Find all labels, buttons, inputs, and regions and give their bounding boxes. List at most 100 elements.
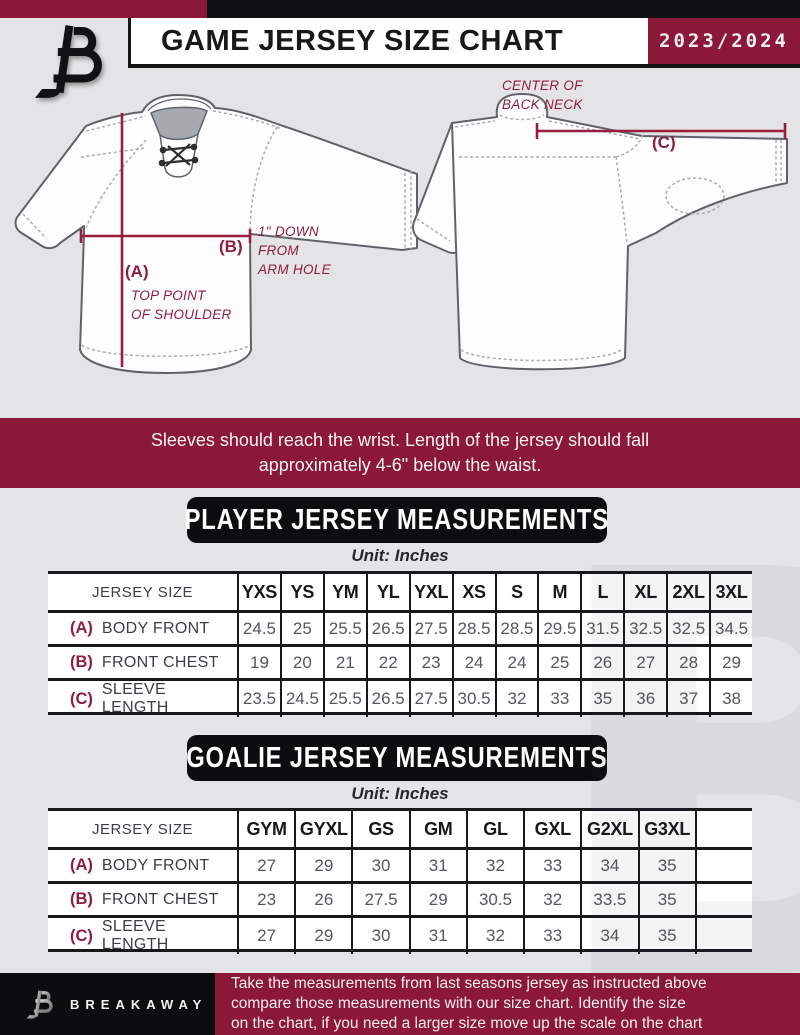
size-value-cell: 26	[294, 884, 351, 915]
front-jersey-laces	[158, 143, 199, 167]
goalie-unit-label: Unit: Inches	[351, 784, 449, 803]
size-column-header: XL	[623, 574, 666, 610]
size-value-cell: 33.5	[580, 884, 637, 915]
row-key: (A)	[70, 619, 93, 637]
size-header-label: JERSEY SIZE	[91, 820, 194, 838]
size-value-cell: 29	[294, 850, 351, 881]
size-column-header: XS	[451, 574, 495, 610]
empty-cell	[694, 811, 752, 847]
row-key: (C)	[70, 926, 93, 945]
size-value-cell: 34	[580, 918, 637, 954]
size-value-cell: 32.5	[623, 613, 666, 644]
size-value-cell: 29.5	[537, 613, 580, 644]
back-jersey-diagram	[412, 93, 788, 371]
size-value-cell: 28.5	[494, 613, 538, 644]
footer-brand-name: BREAKAWAY	[70, 996, 208, 1012]
size-value-cell: 29	[709, 647, 752, 678]
size-value-cell: 32	[465, 850, 523, 881]
size-column-header: YXS	[237, 574, 280, 610]
size-value-cell: 27	[237, 850, 294, 881]
size-value-cell: 19	[237, 647, 280, 678]
size-column-header: YXL	[408, 574, 452, 610]
size-value-cell: 31.5	[580, 613, 623, 644]
row-label: SLEEVE LENGTH	[101, 681, 169, 716]
size-value-cell: 26.5	[365, 681, 409, 717]
row-key: (A)	[70, 856, 93, 874]
size-value-cell: 28	[666, 647, 709, 678]
front-jersey-stitching	[22, 110, 412, 357]
label-b: (B)	[219, 237, 243, 256]
size-value-cell: 32	[523, 884, 580, 915]
size-value-cell: 30.5	[451, 681, 495, 717]
size-value-cell: 23	[237, 884, 294, 915]
size-value-cell: 26.5	[365, 613, 409, 644]
caption-c: CENTER OF BACK NECK	[502, 78, 583, 112]
size-value-cell: 21	[322, 647, 366, 678]
size-value-cell: 31	[408, 918, 466, 954]
back-jersey-stitching	[416, 114, 782, 362]
size-value-cell: 35	[637, 918, 695, 954]
footer-line: compare those measurements with our size…	[231, 995, 686, 1012]
size-value-cell: 28.5	[451, 613, 495, 644]
size-value-cell: 24.5	[237, 613, 280, 644]
size-value-cell: 23.5	[237, 681, 280, 717]
size-column-header: G3XL	[637, 811, 695, 847]
player-unit-label: Unit: Inches	[351, 546, 449, 565]
player-size-table: JERSEY SIZE YXS YS YM YL YXL XS S M L XL…	[48, 571, 752, 717]
size-value-cell: 27	[623, 647, 666, 678]
player-section-title: PLAYER JERSEY MEASUREMENTS	[184, 503, 610, 536]
front-jersey-diagram	[14, 94, 418, 374]
size-value-cell: 34.5	[709, 613, 752, 644]
table-row-front-chest: (B) FRONT CHEST 23 26 27.5 29 30.5 32 33.…	[48, 881, 752, 915]
footer-brand-block: BREAKAWAY	[0, 973, 215, 1035]
table-row-sleeve-length: (C) SLEEVE LENGTH 27 29 30 31 32 33 34 35	[48, 915, 752, 954]
size-value-cell: 32.5	[666, 613, 709, 644]
size-value-cell: 29	[408, 884, 466, 915]
top-strip-black	[207, 0, 800, 18]
size-header-label: JERSEY SIZE	[91, 583, 194, 601]
empty-cell	[694, 918, 752, 954]
row-label: FRONT CHEST	[101, 653, 219, 671]
table-row-body-front: (A) BODY FRONT 24.5 25 25.5 26.5 27.5 28.…	[48, 610, 752, 644]
size-column-header: GM	[408, 811, 466, 847]
size-value-cell: 23	[408, 647, 452, 678]
table-row-front-chest: (B) FRONT CHEST 19 20 21 22 23 24 24 25 2…	[48, 644, 752, 678]
measurement-lines	[79, 113, 787, 367]
breakaway-logo-icon	[35, 25, 102, 98]
row-label: FRONT CHEST	[101, 890, 219, 908]
empty-cell	[694, 884, 752, 915]
row-key: (B)	[70, 653, 93, 671]
label-a: (A)	[125, 262, 149, 281]
size-value-cell: 30.5	[465, 884, 523, 915]
goalie-size-table: JERSEY SIZE GYM GYXL GS GM GL GXL G2XL G…	[48, 808, 752, 954]
size-column-header: M	[537, 574, 580, 610]
row-key: (B)	[70, 890, 93, 908]
size-value-cell: 20	[279, 647, 323, 678]
size-value-cell: 27.5	[408, 613, 452, 644]
row-label: BODY FRONT	[101, 856, 210, 874]
size-column-header: GL	[465, 811, 523, 847]
size-column-header: GS	[351, 811, 408, 847]
size-column-header: G2XL	[580, 811, 637, 847]
notice-line: Sleeves should reach the wrist. Length o…	[150, 430, 650, 450]
size-value-cell: 38	[709, 681, 752, 717]
table-header-row: JERSEY SIZE YXS YS YM YL YXL XS S M L XL…	[48, 571, 752, 610]
size-column-header: YL	[365, 574, 409, 610]
size-value-cell: 27	[237, 918, 294, 954]
goalie-section-banner: GOALIE JERSEY MEASUREMENTS	[186, 735, 608, 781]
size-value-cell: 35	[637, 884, 695, 915]
empty-cell	[694, 850, 752, 881]
size-value-cell: 36	[623, 681, 666, 717]
size-value-cell: 35	[637, 850, 695, 881]
size-value-cell: 24.5	[279, 681, 323, 717]
size-column-header: 2XL	[666, 574, 709, 610]
goalie-section-title: GOALIE JERSEY MEASUREMENTS	[186, 741, 608, 774]
notice-line: approximately 4-6" below the waist.	[258, 455, 542, 475]
fit-notice-banner: Sleeves should reach the wrist. Length o…	[0, 418, 800, 488]
size-column-header: YS	[279, 574, 323, 610]
table-row-sleeve-length: (C) SLEEVE LENGTH 23.5 24.5 25.5 26.5 27.…	[48, 678, 752, 717]
caption-a: TOP POINT OF SHOULDER	[131, 288, 232, 322]
size-column-header: S	[494, 574, 538, 610]
label-c: (C)	[652, 133, 676, 152]
size-column-header: GXL	[523, 811, 580, 847]
